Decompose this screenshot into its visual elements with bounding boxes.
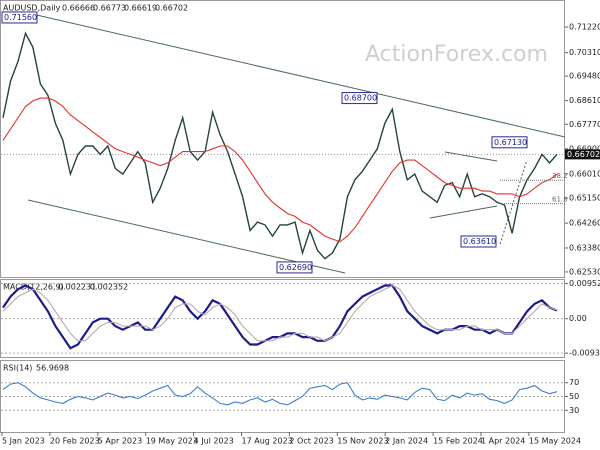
x-tick-label: 15 Feb 2024	[433, 437, 483, 446]
macd-panel	[0, 279, 565, 358]
readout: 0.002231	[58, 283, 96, 292]
support-line	[499, 159, 528, 245]
channel-upper	[27, 12, 566, 138]
annotation-box	[276, 261, 313, 274]
y-tick-label: 0.68610	[569, 96, 600, 105]
x-tick-label: 1 Apr 2024	[481, 437, 525, 446]
annotation-box	[491, 136, 528, 149]
readout: 0.66619	[124, 4, 157, 13]
y-tick-label: -0.00935	[569, 349, 600, 358]
x-tick-label: 5 Jan 2023	[2, 437, 45, 446]
last-price-box	[565, 149, 600, 160]
readout: 56.9698	[36, 364, 69, 373]
symbol: AUDUSD,Daily	[3, 4, 61, 13]
y-tick-label: 0.71220	[569, 23, 600, 32]
y-tick-label: 0.009524	[569, 279, 600, 288]
y-tick-label: 0.69480	[569, 72, 600, 81]
readout: 0.66666	[62, 4, 95, 13]
y-tick-label: 0.00	[569, 314, 587, 323]
x-tick-label: 2 Oct 2023	[289, 437, 333, 446]
x-tick-label: 2 Jan 2024	[385, 437, 428, 446]
readout: 0.66702	[155, 4, 188, 13]
rsi-panel	[0, 360, 565, 433]
series-line	[2, 31, 558, 260]
annotation-label: 0.67130	[494, 138, 527, 147]
annotation-box	[460, 235, 497, 248]
annotation-label: 0.63610	[463, 237, 496, 246]
x-tick-label: 17 Aug 2023	[242, 437, 293, 446]
y-tick-label: 0.62530	[569, 267, 600, 276]
y-tick-label: 0.63380	[569, 243, 600, 252]
last-price-label: 0.66702	[567, 150, 600, 159]
readout: 0.002352	[90, 283, 128, 292]
annotation-label: 0.62690	[279, 263, 312, 272]
y-tick-label: 0.66010	[569, 169, 600, 178]
x-tick-label: 20 Feb 2023	[50, 437, 100, 446]
price-panel	[0, 0, 565, 278]
channel-lower	[27, 199, 346, 274]
series-line	[2, 382, 558, 406]
fib-label: 38.2	[552, 172, 568, 180]
rsi-title: RSI(14)	[3, 364, 32, 373]
y-tick-label: 0.66900	[569, 144, 600, 153]
series-line	[2, 97, 558, 243]
y-tick-label: 0.70310	[569, 48, 600, 57]
y-tick-label: 0.65150	[569, 194, 600, 203]
annotation-box	[341, 92, 378, 105]
y-tick-label: 0.67770	[569, 120, 600, 129]
triangle-lower	[429, 205, 498, 219]
y-tick-label: 30	[569, 406, 579, 415]
macd-title: MACD(12,26,9)	[3, 283, 64, 292]
watermark: ActionForex.com	[365, 42, 548, 67]
readout: 0.66773	[93, 4, 126, 13]
series-line	[2, 284, 558, 342]
x-tick-label: 4 Jul 2023	[194, 437, 234, 446]
triangle-upper	[444, 151, 498, 162]
x-tick-label: 19 May 2023	[146, 437, 198, 446]
y-tick-label: 0.64260	[569, 219, 600, 228]
x-tick-label: 5 Apr 2023	[98, 437, 142, 446]
y-tick-label: 70	[569, 378, 579, 387]
y-tick-label: 50	[569, 392, 579, 401]
x-tick-label: 15 May 2024	[529, 437, 581, 446]
annotation-label: 0.68700	[344, 94, 377, 103]
annotation-label: 0.71560	[4, 13, 37, 22]
annotation-box	[1, 11, 38, 24]
fib-label: 61.8	[552, 196, 568, 204]
x-tick-label: 15 Nov 2023	[337, 437, 388, 446]
